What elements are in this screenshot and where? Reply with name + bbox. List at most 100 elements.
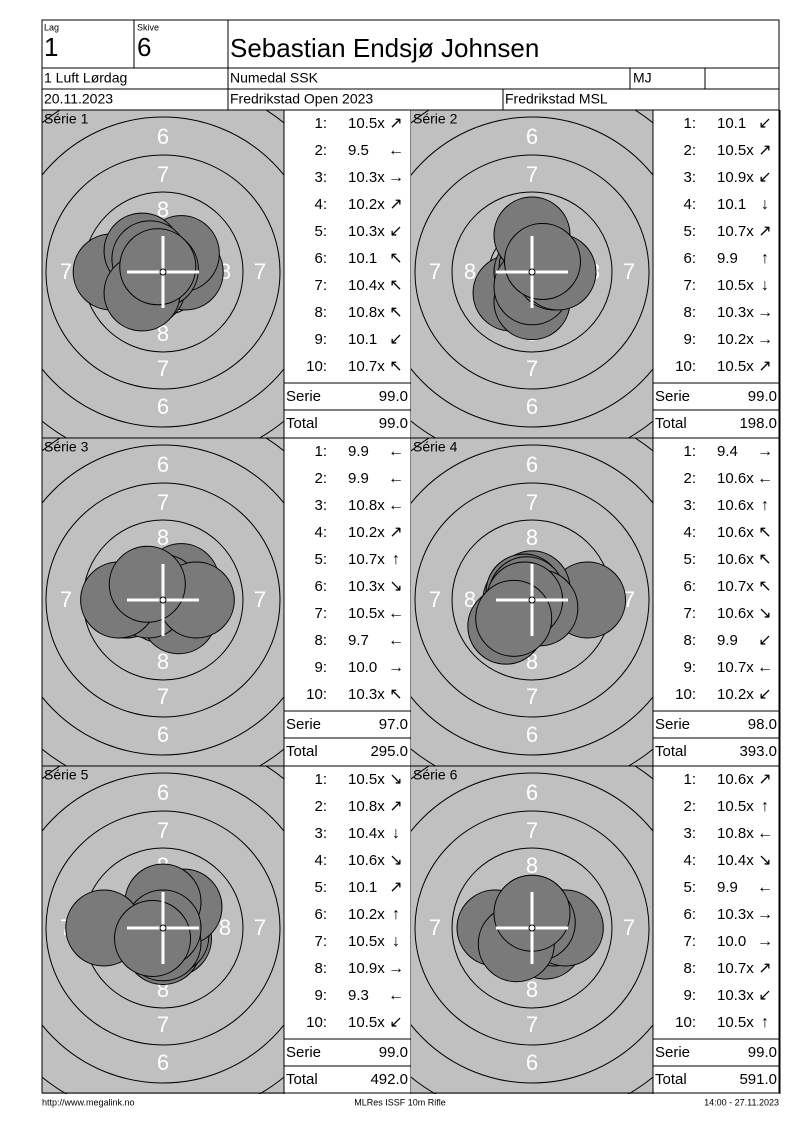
ring xyxy=(42,772,284,1084)
shot-direction: ↓ xyxy=(392,825,400,842)
target: 666677778888 xyxy=(22,438,284,766)
shot-direction: ↘ xyxy=(389,852,402,869)
ring-label: 7 xyxy=(429,587,441,612)
ring-label: 6 xyxy=(22,587,34,612)
shot-hole xyxy=(108,545,186,623)
ring-label: 6 xyxy=(22,259,34,284)
shot-score: 10.3x xyxy=(348,686,385,703)
shot-number: 9: xyxy=(314,659,327,676)
shot-direction: ← xyxy=(388,142,404,159)
lag-label: Lag xyxy=(44,22,59,32)
shot-number: 7: xyxy=(683,933,696,950)
code: MJ xyxy=(633,70,652,86)
ring xyxy=(42,116,284,428)
ring xyxy=(45,482,281,718)
shot-direction: ↙ xyxy=(758,632,771,649)
ring xyxy=(45,154,281,390)
shot-score: 10.7x xyxy=(717,578,754,595)
shot-score: 10.7x xyxy=(348,358,385,375)
shot-number: 10: xyxy=(306,1014,327,1031)
shot-number: 7: xyxy=(683,277,696,294)
shot-hole xyxy=(475,579,553,657)
shot-number: 7: xyxy=(314,605,327,622)
center-dot xyxy=(528,268,536,276)
shot-number: 5: xyxy=(683,551,696,568)
ring-label: 6 xyxy=(526,124,538,149)
shot-score: 9.9 xyxy=(348,470,369,487)
class: 1 Luft Lørdag xyxy=(44,70,127,86)
shot-direction: ↘ xyxy=(758,605,771,622)
ring-label: 7 xyxy=(157,684,169,709)
shot-direction: ← xyxy=(757,879,773,896)
ring xyxy=(451,191,613,353)
ring-label: 7 xyxy=(429,915,441,940)
shot-score: 10.3x xyxy=(348,169,385,186)
ring-label: 8 xyxy=(464,587,476,612)
shot-number: 10: xyxy=(675,358,696,375)
shot-score: 10.5x xyxy=(348,771,385,788)
shot-direction: ↑ xyxy=(761,250,769,267)
ring-label: 7 xyxy=(526,818,538,843)
skive-label: Skive xyxy=(137,22,159,32)
shot-number: 2: xyxy=(683,142,696,159)
serie-label: Serie xyxy=(286,388,321,405)
shot-score: 10.3x xyxy=(717,987,754,1004)
ring-label: 6 xyxy=(526,722,538,747)
shot-number: 9: xyxy=(314,987,327,1004)
shot-number: 9: xyxy=(683,331,696,348)
shot-number: 8: xyxy=(683,304,696,321)
shot-direction: ↑ xyxy=(392,906,400,923)
total-score: 393.0 xyxy=(739,743,777,760)
ring-label: 8 xyxy=(157,321,169,346)
ring-label: 7 xyxy=(157,162,169,187)
shot-score: 9.9 xyxy=(717,879,738,896)
ring-label: 7 xyxy=(254,915,266,940)
shot-number: 2: xyxy=(314,798,327,815)
shot-direction: ↖ xyxy=(758,551,771,568)
shot-direction: ← xyxy=(388,632,404,649)
serie-label: Serie xyxy=(286,716,321,733)
shot-direction: ↖ xyxy=(758,524,771,541)
shot-score: 10.2x xyxy=(348,906,385,923)
shot-direction: ↓ xyxy=(392,933,400,950)
ring xyxy=(411,444,653,756)
shot-direction: → xyxy=(757,304,773,321)
date: 20.11.2023 xyxy=(44,91,113,107)
shot-score: 10.9x xyxy=(717,169,754,186)
shot-score: 10.8x xyxy=(348,304,385,321)
total-label: Total xyxy=(655,415,687,432)
shot-number: 4: xyxy=(683,196,696,213)
series-block: 666677778888Série 11:10.5x↗2:9.5←3:10.3x… xyxy=(22,110,412,438)
shot-score: 10.4x xyxy=(717,852,754,869)
serie-score: 98.0 xyxy=(748,716,777,733)
ring xyxy=(414,482,650,718)
ring-label: 8 xyxy=(526,853,538,878)
shot-score: 10.6x xyxy=(717,470,754,487)
footer-program: MLRes ISSF 10m Rifle xyxy=(354,1097,446,1107)
shot-score: 10.3x xyxy=(348,578,385,595)
target: 666677778888 xyxy=(22,110,284,438)
shot-direction: → xyxy=(388,659,404,676)
shot-number: 6: xyxy=(314,578,327,595)
event: Fredrikstad Open 2023 xyxy=(230,91,373,107)
shot-score: 9.9 xyxy=(717,632,738,649)
shot-score: 10.1 xyxy=(348,250,377,267)
shot-score: 10.4x xyxy=(348,277,385,294)
ring-label: 7 xyxy=(526,684,538,709)
shot-number: 6: xyxy=(314,250,327,267)
shot-score: 10.7x xyxy=(717,960,754,977)
series-block: 666677778888Série 41:9.4→2:10.6x←3:10.6x… xyxy=(411,437,781,766)
shot-direction: ← xyxy=(388,497,404,514)
ring-label: 6 xyxy=(22,915,34,940)
shot-score: 10.5x xyxy=(717,277,754,294)
shot-score: 10.7x xyxy=(348,551,385,568)
shot-direction: ↗ xyxy=(758,960,771,977)
ring-label: 8 xyxy=(526,977,538,1002)
shot-direction: ↙ xyxy=(758,169,771,186)
ring-label: 8 xyxy=(526,525,538,550)
shot-number: 10: xyxy=(306,358,327,375)
shot-direction: ← xyxy=(388,470,404,487)
shot-score: 10.2x xyxy=(717,686,754,703)
shot-direction: ↑ xyxy=(392,551,400,568)
shot-score: 10.3x xyxy=(348,223,385,240)
